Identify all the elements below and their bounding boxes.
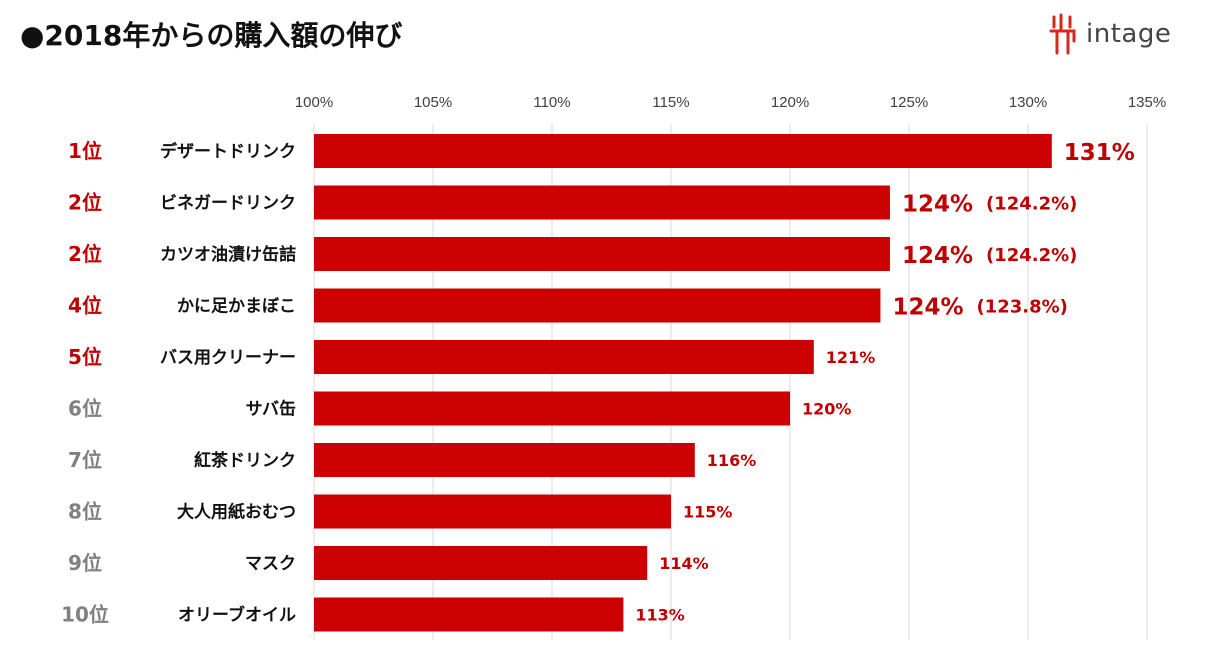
x-tick-label: 135% bbox=[1128, 94, 1166, 111]
bar bbox=[314, 546, 648, 580]
logo-text: intage bbox=[1086, 19, 1172, 49]
category-label: ビネガードリンク bbox=[160, 194, 296, 214]
data-sublabel: (123.8%) bbox=[976, 297, 1067, 318]
x-tick-label: 125% bbox=[890, 94, 928, 111]
rank-label: 2位 bbox=[68, 242, 102, 266]
rank-label: 7位 bbox=[68, 448, 102, 472]
bar bbox=[314, 340, 814, 374]
data-sublabel: (124.2%) bbox=[986, 245, 1077, 266]
rank-label: 6位 bbox=[68, 397, 102, 421]
data-sublabel: (124.2%) bbox=[986, 194, 1077, 215]
data-label: 131% bbox=[1064, 140, 1135, 166]
bar bbox=[314, 288, 881, 323]
x-tick-label: 105% bbox=[414, 94, 452, 111]
bar bbox=[314, 597, 624, 632]
rank-label: 1位 bbox=[68, 139, 102, 163]
intage-figure-icon bbox=[1049, 13, 1076, 55]
category-label: オリーブオイル bbox=[178, 605, 296, 626]
category-label: 大人用紙おむつ bbox=[177, 502, 296, 523]
data-label: 115% bbox=[683, 503, 732, 522]
category-label: バス用クリーナー bbox=[160, 348, 296, 368]
data-label: 113% bbox=[635, 606, 684, 625]
category-label: かに足かまぼこ bbox=[177, 297, 296, 317]
category-label: マスク bbox=[245, 554, 296, 574]
x-tick-label: 120% bbox=[771, 94, 809, 111]
rank-label: 10位 bbox=[61, 603, 109, 627]
bar bbox=[314, 443, 695, 477]
data-label: 124% bbox=[902, 243, 973, 269]
rank-label: 4位 bbox=[68, 294, 102, 318]
data-label: 124% bbox=[902, 192, 973, 218]
bar bbox=[314, 237, 890, 271]
category-label: サバ缶 bbox=[246, 399, 296, 420]
rank-label: 9位 bbox=[68, 551, 102, 575]
category-label: カツオ油漬け缶詰 bbox=[160, 244, 296, 265]
category-label: デザートドリンク bbox=[160, 141, 296, 162]
data-label: 124% bbox=[892, 295, 963, 321]
x-tick-label: 130% bbox=[1009, 94, 1047, 111]
x-tick-label: 100% bbox=[295, 94, 333, 111]
data-label: 120% bbox=[802, 400, 851, 419]
bar bbox=[314, 185, 890, 220]
bar bbox=[314, 391, 790, 426]
data-label: 114% bbox=[659, 554, 708, 573]
page-title: ●2018年からの購入額の伸び bbox=[20, 19, 403, 52]
bar bbox=[314, 134, 1052, 168]
data-label: 121% bbox=[826, 348, 875, 367]
rank-label: 5位 bbox=[68, 345, 102, 369]
category-label: 紅茶ドリンク bbox=[194, 450, 296, 471]
x-tick-label: 115% bbox=[652, 94, 689, 111]
x-tick-label: 110% bbox=[533, 94, 570, 111]
bar bbox=[314, 494, 671, 529]
rank-label: 2位 bbox=[68, 191, 102, 215]
data-label: 116% bbox=[707, 451, 756, 470]
rank-label: 8位 bbox=[68, 500, 102, 524]
intage-logo: intage bbox=[1048, 10, 1171, 58]
